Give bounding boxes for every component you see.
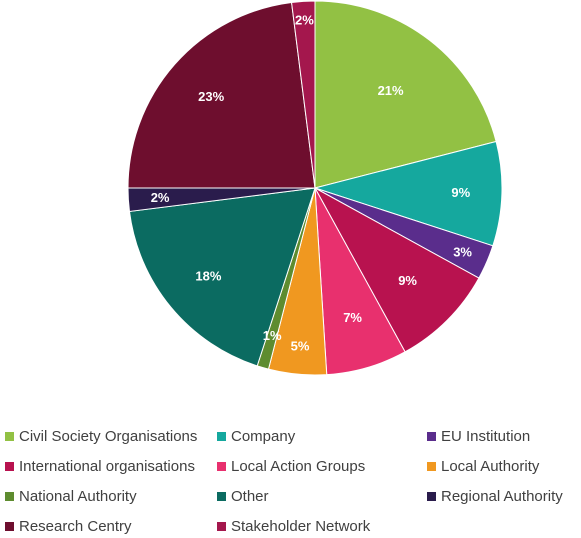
- legend-label: Local Action Groups: [231, 457, 366, 475]
- legend-item: Company: [217, 426, 295, 446]
- slice-data-label: 18%: [195, 269, 221, 284]
- legend-swatch: [217, 431, 226, 441]
- slice-data-label: 23%: [198, 89, 224, 104]
- legend-swatch: [5, 521, 14, 531]
- legend-item: EU Institution: [427, 426, 530, 446]
- legend-swatch: [217, 491, 226, 501]
- legend-item: International organisations: [5, 456, 195, 476]
- legend-label: Other: [231, 487, 269, 505]
- pie-slice: [313, 140, 503, 247]
- slice-data-label: 2%: [151, 190, 170, 205]
- legend-swatch: [427, 491, 436, 501]
- legend-swatch: [5, 461, 14, 471]
- slice-data-label: 2%: [295, 13, 314, 28]
- legend-item: Other: [217, 486, 269, 506]
- pie-slice: [127, 1, 316, 189]
- pie-slice: [291, 0, 316, 189]
- legend-label: Stakeholder Network: [231, 517, 371, 535]
- slice-data-label: 9%: [451, 185, 470, 200]
- slice-data-label: 21%: [378, 83, 404, 98]
- pie-chart: 21% 9% 3% 9% 7% 5% 1% 18% 2% 23% 2%: [127, 0, 503, 376]
- legend-swatch: [427, 461, 436, 471]
- slice-data-label: 7%: [343, 310, 362, 325]
- legend-item: National Authority: [5, 486, 137, 506]
- slice-data-label: 5%: [291, 339, 310, 354]
- legend-label: Civil Society Organisations: [19, 427, 198, 445]
- legend-item: Regional Authority: [427, 486, 563, 506]
- legend-label: International organisations: [19, 457, 195, 475]
- legend-label: Company: [231, 427, 296, 445]
- legend-label: Local Authority: [441, 457, 540, 475]
- legend-swatch: [217, 521, 226, 531]
- legend-swatch: [5, 491, 14, 501]
- slice-data-label: 3%: [453, 244, 472, 259]
- pie-slice: [313, 186, 480, 353]
- slice-data-label: 9%: [398, 273, 417, 288]
- legend-item: Local Action Groups: [217, 456, 365, 476]
- pie-labels: 21% 9% 3% 9% 7% 5% 1% 18% 2% 23% 2%: [151, 13, 473, 354]
- slice-data-label: 1%: [263, 328, 282, 343]
- legend-item: Local Authority: [427, 456, 539, 476]
- legend-item: Research Centry: [5, 516, 132, 536]
- legend-label: EU Institution: [441, 427, 531, 445]
- legend-item: Civil Society Organisations: [5, 426, 197, 446]
- pie-slices: [127, 0, 503, 376]
- legend-item: Stakeholder Network: [217, 516, 370, 536]
- legend-label: National Authority: [19, 487, 137, 505]
- legend-label: Research Centry: [19, 517, 132, 535]
- legend-label: Regional Authority: [441, 487, 563, 505]
- pie-slice: [128, 187, 316, 367]
- legend: Civil Society Organisations Company EU Ins…: [0, 422, 581, 538]
- legend-swatch: [5, 431, 14, 441]
- legend-swatch: [217, 461, 226, 471]
- legend-swatch: [427, 431, 436, 441]
- pie-slice: [314, 0, 497, 189]
